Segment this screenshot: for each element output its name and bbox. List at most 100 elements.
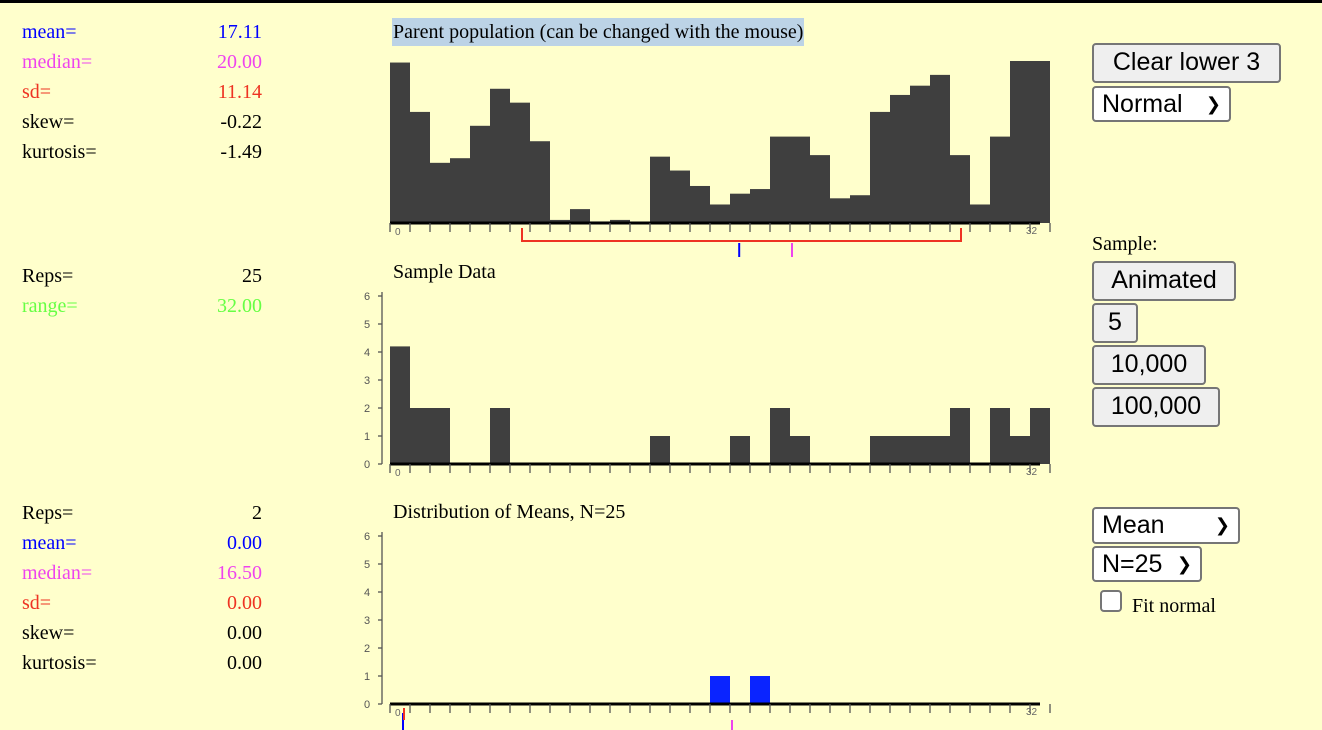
histogram-bar	[390, 346, 410, 464]
animated-button[interactable]: Animated	[1092, 261, 1236, 301]
histogram-bar	[650, 156, 670, 223]
stat-label: kurtosis=	[22, 652, 97, 674]
y-axis-tick-label: 5	[364, 319, 370, 331]
x-axis-min-label: 0	[395, 468, 401, 479]
stat-label: median=	[22, 51, 93, 73]
stat-label: kurtosis=	[22, 141, 97, 163]
means-stats-panel: Reps= 2 mean= 0.00 median= 16.50 sd= 0.0…	[22, 498, 262, 678]
parent-population-title: Parent population (can be changed with t…	[392, 18, 805, 46]
y-axis-tick-label: 4	[364, 347, 370, 359]
fit-normal-checkbox[interactable]	[1100, 590, 1122, 612]
histogram-bar	[410, 111, 430, 223]
histogram-bar	[610, 219, 630, 223]
chevron-down-icon: ❯	[1176, 554, 1192, 574]
stat-label: median=	[22, 562, 93, 584]
statistic-select[interactable]: Mean ❯	[1092, 507, 1240, 544]
stat-label: skew=	[22, 622, 75, 644]
means-distribution-title: Distribution of Means, N=25	[393, 501, 626, 523]
means-stat-median: median= 16.50	[22, 558, 262, 588]
top-border	[0, 0, 1322, 3]
sample-stat-range: range= 32.00	[22, 291, 262, 321]
histogram-bar	[570, 209, 590, 223]
sample-stat-reps: Reps= 25	[22, 261, 262, 291]
histogram-bar	[390, 62, 410, 223]
parent-stat-kurtosis: kurtosis= -1.49	[22, 137, 262, 167]
stat-value: -0.22	[220, 111, 262, 133]
histogram-bar	[950, 408, 970, 464]
histogram-bar	[830, 198, 850, 223]
histogram-bar	[890, 436, 910, 464]
histogram-bar	[470, 125, 490, 223]
sample-data-chart: 0 32 0 1 2 3 4 5 6	[364, 291, 1051, 479]
parent-stat-skew: skew= -0.22	[22, 107, 262, 137]
stat-label: skew=	[22, 111, 75, 133]
distribution-shape-select[interactable]: Normal ❯	[1092, 86, 1231, 122]
means-distribution-chart: 0 32 0 1 2 3 4 5 6	[364, 531, 1051, 730]
histogram-bar	[710, 204, 730, 223]
y-axis-tick-label: 1	[364, 671, 370, 683]
stat-label: range=	[22, 295, 78, 317]
parent-stat-mean: mean= 17.11	[22, 17, 262, 47]
histogram-bar	[410, 408, 430, 464]
y-axis-tick-label: 4	[364, 587, 370, 599]
clear-lower-3-button[interactable]: Clear lower 3	[1092, 43, 1281, 83]
histogram-bar	[710, 676, 730, 704]
y-axis-tick-label: 6	[364, 531, 370, 543]
select-value: Mean	[1102, 511, 1165, 539]
x-axis-min-label: 0	[395, 227, 401, 238]
histogram-bar	[770, 136, 790, 223]
means-stat-mean: mean= 0.00	[22, 528, 262, 558]
x-axis-max-label: 32	[1026, 707, 1038, 718]
sample-100000-button[interactable]: 100,000	[1092, 387, 1220, 427]
means-stat-skew: skew= 0.00	[22, 618, 262, 648]
y-axis-tick-label: 1	[364, 431, 370, 443]
y-axis-tick-label: 2	[364, 403, 370, 415]
sample-10000-button[interactable]: 10,000	[1092, 345, 1206, 385]
histogram-bar	[910, 85, 930, 223]
histogram-bar	[1010, 436, 1030, 464]
histogram-bar	[990, 408, 1010, 464]
histogram-bar	[810, 155, 830, 223]
histogram-bar	[490, 408, 510, 464]
histogram-bar	[950, 155, 970, 223]
sample-data-title: Sample Data	[393, 261, 496, 283]
histogram-bar	[450, 158, 470, 223]
stat-label: sd=	[22, 81, 52, 103]
sample-5-button[interactable]: 5	[1092, 303, 1138, 343]
histogram-bar	[430, 162, 450, 223]
chevron-down-icon: ❯	[1205, 94, 1221, 114]
parent-stats-panel: mean= 17.11 median= 20.00 sd= 11.14 skew…	[22, 17, 262, 167]
stat-value: 25	[242, 265, 262, 287]
sample-size-select[interactable]: N=25 ❯	[1092, 546, 1202, 582]
means-stat-reps: Reps= 2	[22, 498, 262, 528]
y-axis-tick-label: 5	[364, 559, 370, 571]
stat-value: 0.00	[227, 652, 262, 674]
stat-value: 20.00	[217, 51, 262, 73]
x-axis-min-label: 0	[395, 708, 401, 719]
histogram-bar	[890, 94, 910, 223]
sample-label: Sample:	[1092, 233, 1158, 255]
y-axis-tick-label: 3	[364, 615, 370, 627]
histogram-bar	[1030, 61, 1050, 223]
histogram-bar	[970, 204, 990, 223]
y-axis-tick-label: 0	[364, 459, 370, 471]
stat-value: 0.00	[227, 532, 262, 554]
histogram-bar	[670, 170, 690, 223]
y-axis-tick-label: 0	[364, 699, 370, 711]
parent-population-chart[interactable]: 0 32	[360, 50, 1060, 260]
histogram-bar	[1030, 408, 1050, 464]
fit-normal-label: Fit normal	[1132, 595, 1216, 617]
histogram-bar	[430, 408, 450, 464]
histogram-bar	[750, 189, 770, 223]
histogram-bar	[730, 193, 750, 223]
stat-value: -1.49	[220, 141, 262, 163]
histogram-bar	[790, 136, 810, 223]
stat-label: mean=	[22, 532, 77, 554]
stat-label: Reps=	[22, 265, 74, 287]
histogram-bar	[730, 436, 750, 464]
sd-range-bracket	[521, 228, 962, 242]
select-value: N=25	[1102, 550, 1163, 578]
stat-label: mean=	[22, 21, 77, 43]
stat-value: 0.00	[227, 622, 262, 644]
stat-value: 16.50	[217, 562, 262, 584]
